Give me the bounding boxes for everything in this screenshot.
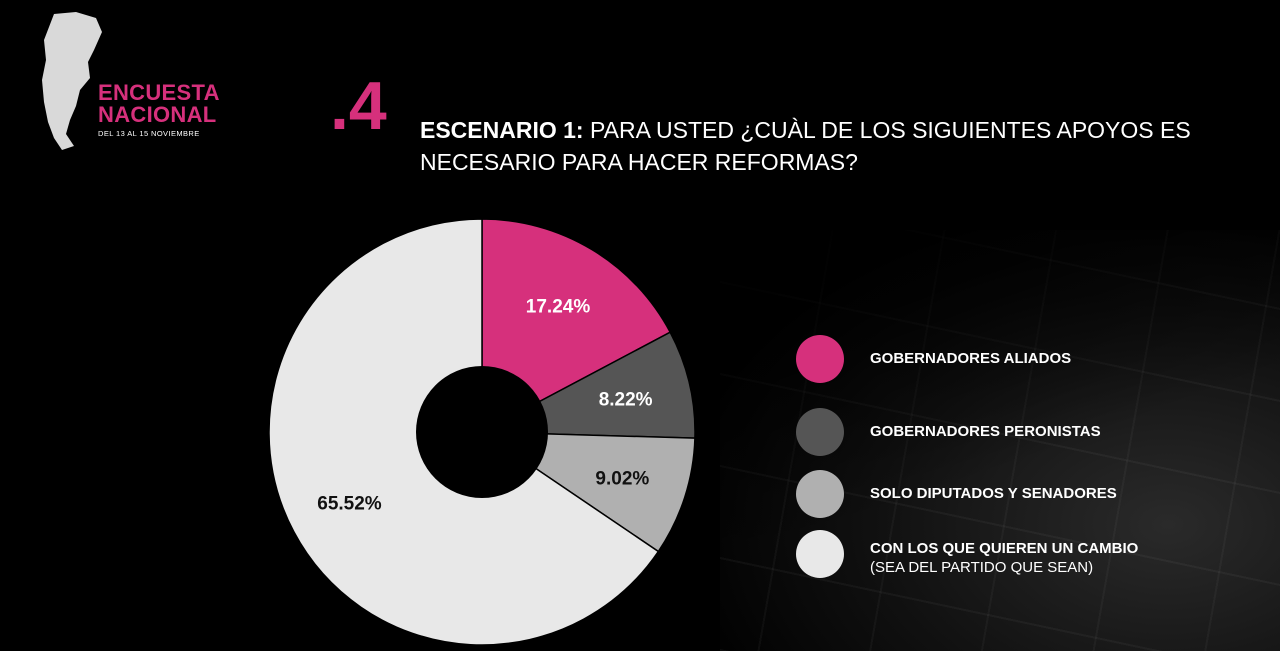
slice-value-label: 65.52% bbox=[317, 493, 382, 514]
legend-item: SOLO DIPUTADOS Y SENADORES bbox=[796, 470, 1216, 520]
legend-item: GOBERNADORES ALIADOS bbox=[796, 335, 1216, 385]
pie-slice-1 bbox=[481, 218, 672, 434]
legend-swatch bbox=[796, 335, 844, 383]
slice-value-label: 8.22% bbox=[599, 389, 653, 410]
legend-label: SOLO DIPUTADOS Y SENADORES bbox=[870, 484, 1117, 503]
legend-label: GOBERNADORES PERONISTAS bbox=[870, 422, 1101, 441]
slice-value-label: 9.02% bbox=[595, 468, 649, 489]
legend-label-text: GOBERNADORES ALIADOS bbox=[870, 350, 1072, 367]
legend-item: GOBERNADORES PERONISTAS bbox=[796, 408, 1216, 458]
question-text: ESCENARIO 1: PARA USTED ¿CUÀL DE LOS SIG… bbox=[420, 114, 1240, 178]
legend-label: CON LOS QUE QUIEREN UN CAMBIO (SEA DEL PA… bbox=[870, 539, 1138, 577]
argentina-map-icon bbox=[42, 12, 102, 150]
legend-item: CON LOS QUE QUIEREN UN CAMBIO (SEA DEL PA… bbox=[796, 530, 1216, 580]
question-number: .4 bbox=[330, 68, 387, 144]
legend-label-text: SOLO DIPUTADOS Y SENADORES bbox=[870, 485, 1117, 502]
question-body: PARA USTED ¿CUÀL DE LOS SIGUIENTES APOYO… bbox=[420, 117, 1191, 175]
brand-dates: DEL 13 AL 15 NOVIEMBRE bbox=[98, 129, 200, 138]
donut-hole bbox=[416, 366, 548, 498]
legend-label-text: GOBERNADORES PERONISTAS bbox=[870, 423, 1101, 440]
brand-title-line1: ENCUESTA bbox=[98, 80, 220, 105]
brand-title: ENCUESTA NACIONAL bbox=[98, 82, 220, 126]
brand-logo: ENCUESTA NACIONAL DEL 13 AL 15 NOVIEMBRE bbox=[36, 10, 256, 155]
question-lead: ESCENARIO 1: bbox=[420, 117, 584, 143]
legend-label-subtext: (SEA DEL PARTIDO QUE SEAN) bbox=[870, 559, 1094, 576]
legend-label: GOBERNADORES ALIADOS bbox=[870, 349, 1071, 368]
legend-label-text: CON LOS QUE QUIEREN UN CAMBIO bbox=[870, 540, 1139, 557]
legend-swatch bbox=[796, 470, 844, 518]
brand-title-line2: NACIONAL bbox=[98, 102, 217, 127]
slice-value-label: 17.24% bbox=[526, 297, 591, 318]
legend-swatch bbox=[796, 530, 844, 578]
legend-swatch bbox=[796, 408, 844, 456]
